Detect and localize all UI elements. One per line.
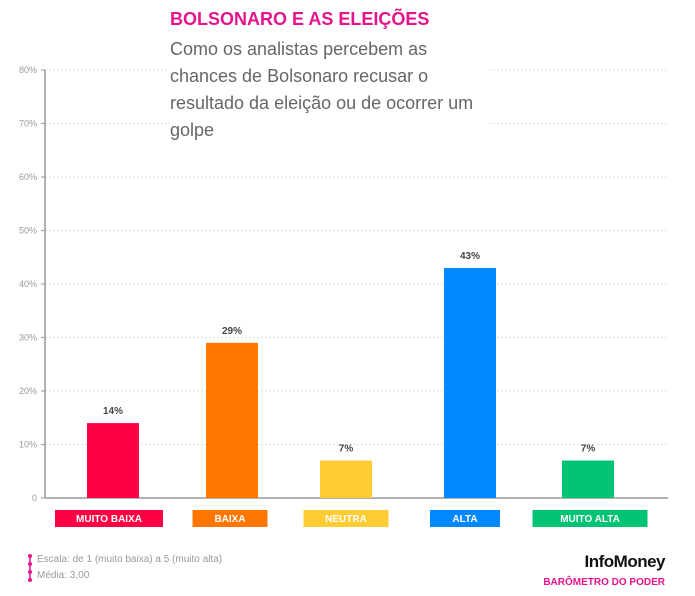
y-tick-label: 0: [32, 493, 37, 503]
data-label: 7%: [581, 444, 596, 455]
data-label: 29%: [222, 326, 242, 337]
y-tick-label: 80%: [19, 65, 37, 75]
chart-title: BOLSONARO E AS ELEIÇÕES: [170, 9, 430, 29]
y-tick-label: 30%: [19, 333, 37, 343]
category-label-box: [430, 510, 500, 527]
y-tick-label: 50%: [19, 226, 37, 236]
data-label: 14%: [103, 406, 123, 417]
category-label: NEUTRA: [325, 514, 367, 525]
bar: [206, 342, 258, 498]
mean-note: Média: 3,00: [37, 570, 90, 581]
y-tick-label: 40%: [19, 279, 37, 289]
chart-subtitle: Como os analistas percebem as chances de…: [170, 36, 490, 144]
category-label: MUITO ALTA: [560, 514, 620, 525]
y-tick-label: 10%: [19, 440, 37, 450]
scale-note: Escala: de 1 (muito baixa) a 5 (muito al…: [37, 554, 223, 565]
data-label: 43%: [460, 251, 480, 262]
category-label-box: [303, 510, 389, 527]
category-label-box: [532, 510, 648, 527]
category-label-box: [55, 510, 163, 527]
y-tick-label: 70%: [19, 119, 37, 129]
bar: [87, 423, 139, 498]
y-tick-label: 60%: [19, 172, 37, 182]
bar: [320, 460, 372, 498]
bar: [444, 267, 496, 498]
brand-logo: InfoMoney: [584, 552, 666, 571]
category-label: MUITO BAIXA: [76, 514, 142, 525]
category-label: ALTA: [452, 514, 477, 525]
bar: [562, 460, 614, 498]
data-label: 7%: [339, 444, 354, 455]
category-label-box: [192, 510, 268, 527]
y-tick-label: 20%: [19, 386, 37, 396]
brand-subtitle: BARÔMETRO DO PODER: [543, 577, 665, 588]
category-label: BAIXA: [214, 514, 245, 525]
scale-icon: [28, 554, 32, 582]
